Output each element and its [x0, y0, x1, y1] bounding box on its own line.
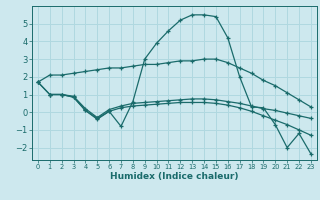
X-axis label: Humidex (Indice chaleur): Humidex (Indice chaleur): [110, 172, 239, 181]
